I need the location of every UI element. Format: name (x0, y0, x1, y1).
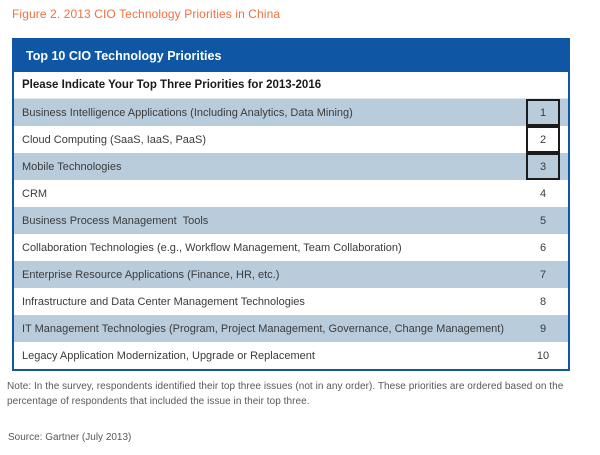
figure-title: Figure 2. 2013 CIO Technology Priorities… (12, 7, 281, 21)
table-row: Enterprise Resource Applications (Financ… (14, 261, 568, 288)
rank-value: 5 (539, 214, 547, 227)
table-row: Legacy Application Modernization, Upgrad… (14, 342, 568, 369)
table-row: Infrastructure and Data Center Managemen… (14, 288, 568, 315)
priorities-table: Top 10 CIO Technology Priorities Please … (12, 38, 570, 371)
rank-value: 8 (539, 295, 547, 308)
priority-label: Legacy Application Modernization, Upgrad… (22, 349, 315, 362)
rank-cell: 7 (526, 261, 568, 288)
rank-cell: 6 (526, 234, 568, 261)
rank-cell: 9 (526, 315, 568, 342)
table-row: CRM 4 (14, 180, 568, 207)
priority-label: Business Process Management Tools (22, 214, 209, 227)
rank-value: 10 (536, 349, 550, 362)
rank-box: 2 (526, 126, 560, 153)
rank-cell: 8 (526, 288, 568, 315)
rank-box: 1 (526, 99, 560, 126)
note-text: Note: In the survey, respondents identif… (7, 381, 564, 407)
source-text: Source: Gartner (July 2013) (8, 432, 132, 443)
priority-label: Enterprise Resource Applications (Financ… (22, 268, 280, 281)
table-row: IT Management Technologies (Program, Pro… (14, 315, 568, 342)
priority-label: Cloud Computing (SaaS, IaaS, PaaS) (22, 133, 207, 146)
priority-rows: Business Intelligence Applications (Incl… (14, 99, 568, 369)
priority-label: Business Intelligence Applications (Incl… (22, 106, 353, 119)
rank-value: 4 (539, 187, 547, 200)
rank-box: 3 (526, 153, 560, 180)
table-row: Business Intelligence Applications (Incl… (14, 99, 568, 126)
priority-label: Infrastructure and Data Center Managemen… (22, 295, 305, 308)
table-subheader: Please Indicate Your Top Three Prioritie… (14, 72, 568, 99)
rank-cell: 3 (526, 153, 568, 180)
rank-cell: 1 (526, 99, 568, 126)
priority-label: IT Management Technologies (Program, Pro… (22, 322, 505, 335)
priority-label: Collaboration Technologies (e.g., Workfl… (22, 241, 402, 254)
priority-label: Mobile Technologies (22, 160, 122, 173)
table-row: Mobile Technologies 3 (14, 153, 568, 180)
rank-value: 6 (539, 241, 547, 254)
table-row: Business Process Management Tools 5 (14, 207, 568, 234)
table-header: Top 10 CIO Technology Priorities (14, 40, 568, 72)
rank-value: 9 (539, 322, 547, 335)
rank-cell: 10 (526, 342, 568, 369)
rank-cell: 5 (526, 207, 568, 234)
rank-cell: 2 (526, 126, 568, 153)
rank-cell: 4 (526, 180, 568, 207)
table-row: Collaboration Technologies (e.g., Workfl… (14, 234, 568, 261)
table-row: Cloud Computing (SaaS, IaaS, PaaS) 2 (14, 126, 568, 153)
rank-value: 7 (539, 268, 547, 281)
priority-label: CRM (22, 187, 48, 200)
